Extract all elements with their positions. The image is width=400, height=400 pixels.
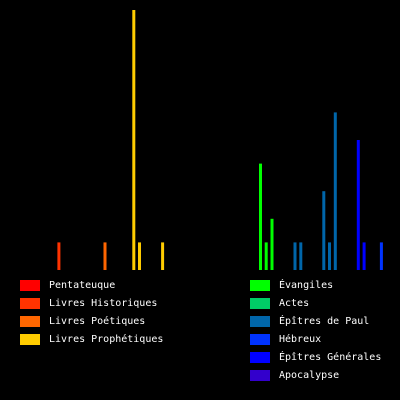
legend-label: Épîtres Générales [279,352,382,363]
bar-10 [299,242,303,270]
bar-6 [259,163,262,270]
legend-swatch [250,334,270,345]
bar-15 [362,242,366,270]
bar-5 [161,242,165,270]
bar-12 [328,242,331,270]
legend-label: Livres Historiques [49,298,158,309]
bar-2 [103,242,107,270]
legend-swatch [250,352,270,363]
legend-swatch [250,370,270,381]
legend-swatch [20,334,40,345]
legend-swatch [250,316,270,327]
legend-label: Hébreux [279,334,322,345]
legend-label: Évangiles [279,280,334,291]
legend-swatch [250,298,270,309]
legend-label: Livres Poétiques [49,316,146,327]
legend-left: Pentateuque Livres Historiques Livres Po… [20,280,200,350]
bar-11 [322,191,326,270]
bar-8 [270,218,274,270]
legend-swatch [20,298,40,309]
legend-label: Actes [279,298,310,309]
legend-swatch [20,316,40,327]
legend-right: Évangiles Actes Épîtres de Paul Hébreux … [250,280,400,390]
bar-7 [264,242,268,270]
bar-9 [293,242,297,270]
bar-1 [57,242,61,270]
bar-16 [379,242,383,270]
bar-3 [132,10,136,270]
legend-label: Épîtres de Paul [279,316,370,327]
legend-label: Livres Prophétiques [49,334,164,345]
bar-13 [333,112,337,271]
bar-14 [356,140,360,270]
legend-swatch [250,280,270,291]
legend-label: Apocalypse [279,370,340,381]
legend-swatch [20,280,40,291]
bar-4 [138,242,141,270]
legend-label: Pentateuque [49,280,116,291]
